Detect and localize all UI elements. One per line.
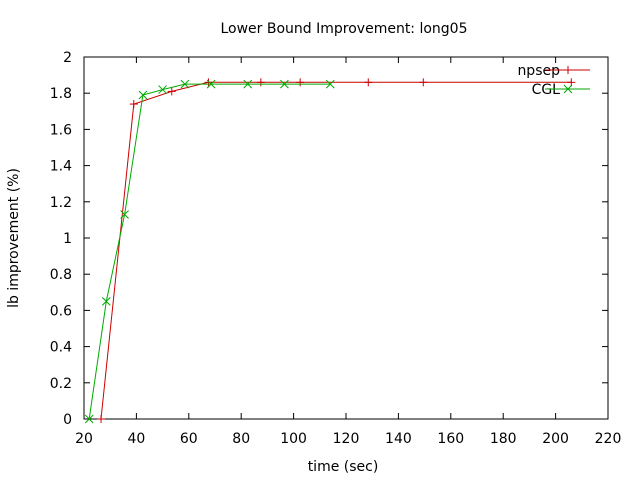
x-tick-label: 120 [333, 431, 360, 447]
y-tick-label: 0.6 [50, 303, 72, 319]
data-point [243, 79, 253, 89]
x-tick-label: 140 [385, 431, 412, 447]
x-tick-label: 100 [280, 431, 307, 447]
x-axis-label: time (sec) [308, 459, 379, 475]
legend-marker [563, 84, 573, 94]
data-point [280, 79, 289, 89]
data-point [120, 210, 129, 219]
series-npsep [97, 78, 576, 423]
y-tick-label: 0.8 [50, 267, 72, 283]
series-line [100, 81, 572, 420]
x-tick-label: 200 [542, 431, 569, 447]
x-tick-label: 80 [232, 431, 250, 447]
data-point [364, 78, 373, 87]
series-layer [84, 78, 576, 424]
data-point [101, 296, 111, 306]
y-tick-label: 1.4 [50, 159, 72, 175]
legend: npsep CGL [517, 63, 590, 98]
legend-label: CGL [532, 82, 561, 98]
legend-label: npsep [517, 63, 560, 79]
chart-title: Lower Bound Improvement: long05 [220, 21, 467, 37]
data-point [158, 85, 167, 94]
x-tick-label: 20 [75, 431, 93, 447]
series-line [88, 83, 331, 420]
y-tick-label: 1.6 [50, 122, 72, 138]
y-tick-label: 2 [63, 50, 72, 66]
x-tick-label: 180 [490, 431, 517, 447]
x-axis: 20 40 60 80 100 120 140 160 180 200 220 [75, 57, 621, 447]
legend-marker [564, 66, 572, 74]
data-point [206, 79, 216, 89]
y-tick-label: 1.2 [50, 195, 72, 211]
y-tick-label: 0.2 [50, 376, 72, 392]
series-cgl [84, 79, 335, 424]
data-point [204, 78, 213, 87]
x-tick-label: 220 [595, 431, 622, 447]
y-axis-label: lb improvement (%) [6, 168, 22, 308]
data-point [129, 100, 138, 109]
x-tick-label: 60 [180, 431, 198, 447]
plot-frame [83, 56, 609, 420]
data-point [256, 78, 265, 87]
data-point [97, 415, 106, 423]
y-tick-label: 1 [63, 231, 72, 247]
data-point [419, 78, 428, 87]
y-tick-label: 1.8 [50, 86, 72, 102]
x-tick-label: 160 [437, 431, 464, 447]
data-point [180, 79, 190, 89]
data-point [84, 414, 94, 424]
data-point [296, 78, 305, 87]
y-tick-label: 0 [63, 412, 72, 428]
data-point [325, 79, 335, 89]
y-tick-label: 0.4 [50, 340, 72, 356]
data-point [138, 90, 148, 100]
data-point [167, 87, 176, 96]
x-tick-label: 40 [127, 431, 145, 447]
